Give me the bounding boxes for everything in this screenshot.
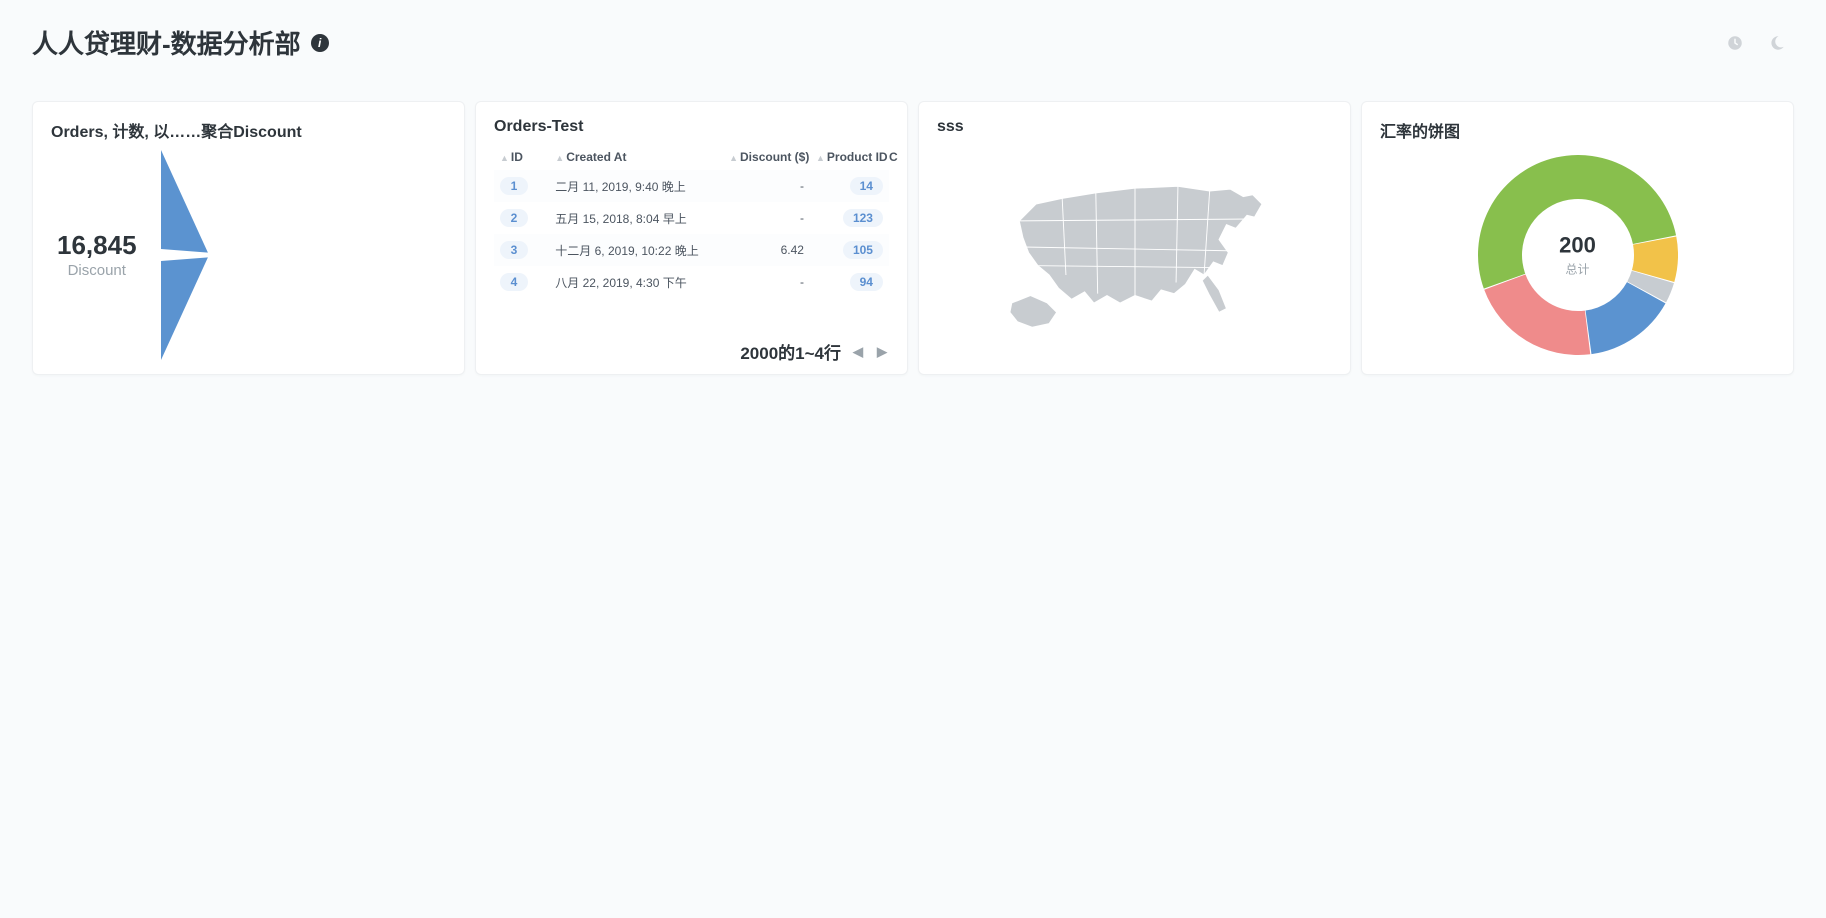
cell-discount: 6.42 xyxy=(723,234,810,266)
pager-label: 2000的1~4行 xyxy=(740,339,841,364)
cell-id: 3 xyxy=(494,234,549,266)
header-right xyxy=(1726,34,1794,52)
dashboard-grid: Orders, 计数, 以……聚合Discount 16,845 Discoun… xyxy=(32,101,1794,375)
scalar-label: Discount xyxy=(57,262,137,279)
card-title: sss xyxy=(937,118,1332,136)
cell-product-id: 14 xyxy=(810,170,889,202)
col-id[interactable]: ▲ID xyxy=(494,144,549,170)
table-row[interactable]: 1二月 11, 2019, 9:40 晚上-14 xyxy=(494,170,889,202)
scalar-row: 16,845 Discount xyxy=(51,150,446,360)
card-sss-map[interactable]: sss xyxy=(918,101,1351,375)
cell-id: 4 xyxy=(494,266,549,298)
cell-id: 1 xyxy=(494,170,549,202)
cell-product-id: 123 xyxy=(810,202,889,234)
cell-product-id: 105 xyxy=(810,234,889,266)
us-map xyxy=(937,144,1332,360)
card-title: Orders, 计数, 以……聚合Discount xyxy=(51,118,446,142)
card-orders-discount[interactable]: Orders, 计数, 以……聚合Discount 16,845 Discoun… xyxy=(32,101,465,375)
header-left: 人人贷理财-数据分析部 i xyxy=(32,24,329,61)
cell-discount: - xyxy=(723,266,810,298)
col-discount[interactable]: ▲Discount ($) xyxy=(723,144,810,170)
pager: 2000的1~4行 ◀ ▶ xyxy=(494,321,889,364)
violin-chart xyxy=(149,150,446,360)
table-header-row: ▲ID ▲Created At ▲Discount ($) ▲Product I… xyxy=(494,144,889,170)
donut-slice[interactable] xyxy=(1484,274,1590,355)
card-title: 汇率的饼图 xyxy=(1380,118,1775,142)
cell-product-id: 94 xyxy=(810,266,889,298)
col-created-at[interactable]: ▲Created At xyxy=(549,144,723,170)
page: 人人贷理财-数据分析部 i Orders, 计数, 以……聚合Discount … xyxy=(0,0,1826,399)
cell-id: 2 xyxy=(494,202,549,234)
table-row[interactable]: 2五月 15, 2018, 8:04 早上-123 xyxy=(494,202,889,234)
cell-discount: - xyxy=(723,202,810,234)
scalar-value: 16,845 xyxy=(57,231,137,260)
cell-created-at: 八月 22, 2019, 4:30 下午 xyxy=(549,266,723,298)
card-orders-test[interactable]: Orders-Test ▲ID ▲Created At ▲Discount ($… xyxy=(475,101,908,375)
table-row[interactable]: 4八月 22, 2019, 4:30 下午-94 xyxy=(494,266,889,298)
cell-created-at: 二月 11, 2019, 9:40 晚上 xyxy=(549,170,723,202)
col-product-id[interactable]: ▲Product ID xyxy=(810,144,889,170)
scalar-text: 16,845 Discount xyxy=(51,231,137,279)
cell-created-at: 五月 15, 2018, 8:04 早上 xyxy=(549,202,723,234)
card-title: Orders-Test xyxy=(494,118,889,136)
clock-icon[interactable] xyxy=(1726,34,1744,52)
moon-icon[interactable] xyxy=(1768,34,1786,52)
cell-discount: - xyxy=(723,170,810,202)
orders-table: ▲ID ▲Created At ▲Discount ($) ▲Product I… xyxy=(494,144,889,298)
table-row[interactable]: 3十二月 6, 2019, 10:22 晚上6.42105 xyxy=(494,234,889,266)
pager-next-icon[interactable]: ▶ xyxy=(875,344,889,360)
info-icon[interactable]: i xyxy=(311,34,329,52)
header: 人人贷理财-数据分析部 i xyxy=(32,24,1794,61)
page-title: 人人贷理财-数据分析部 xyxy=(32,24,301,61)
donut-chart: 200 总计 xyxy=(1380,150,1775,360)
card-donut[interactable]: 汇率的饼图 200 总计 xyxy=(1361,101,1794,375)
cell-created-at: 十二月 6, 2019, 10:22 晚上 xyxy=(549,234,723,266)
pager-prev-icon[interactable]: ◀ xyxy=(851,344,865,360)
